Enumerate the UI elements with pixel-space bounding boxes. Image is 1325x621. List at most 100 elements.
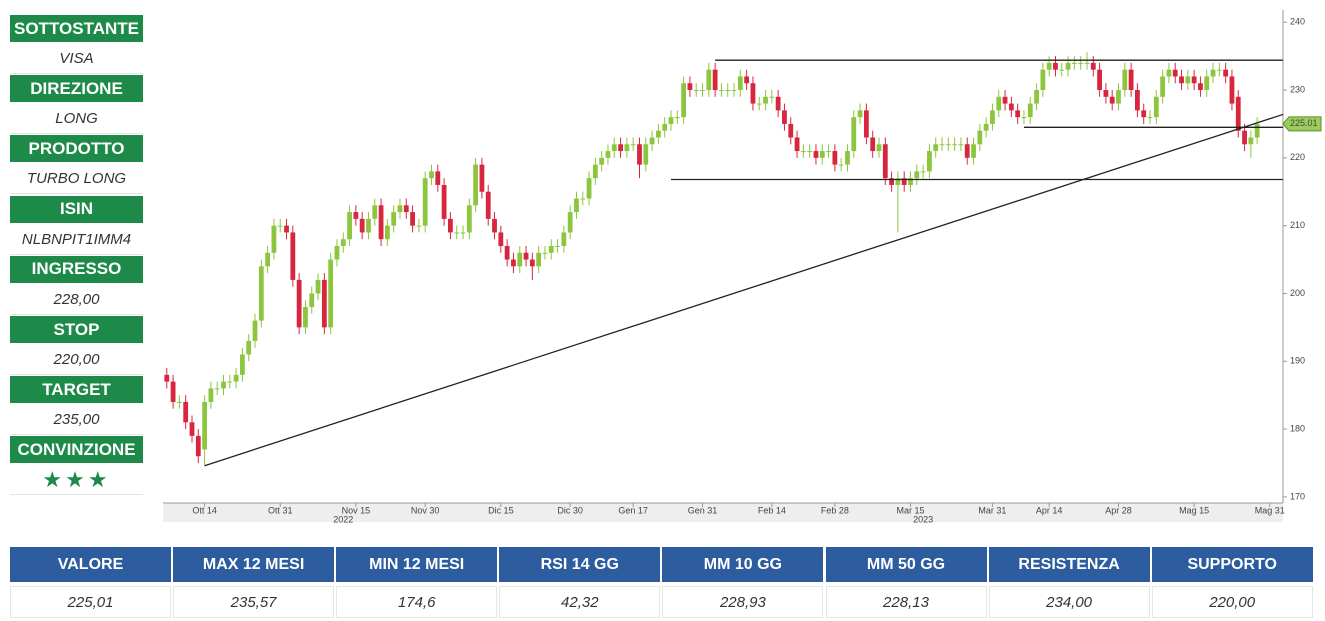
x-tick-label: Gen 31	[688, 505, 718, 515]
x-tick-label: Mag 31	[1255, 505, 1285, 515]
table-header: MIN 12 MESI	[336, 547, 498, 582]
candle-body	[901, 178, 907, 185]
table-value: 228,13	[825, 586, 987, 618]
sidebar-label: ISIN	[10, 195, 143, 223]
candle-body	[221, 381, 226, 389]
candle-body	[258, 266, 264, 321]
candle-body	[359, 218, 365, 233]
table-value: 220,00	[1151, 586, 1313, 618]
candle-body	[309, 293, 315, 308]
candle-body	[737, 76, 743, 91]
candle-body	[1128, 69, 1134, 91]
candle-body	[826, 151, 831, 153]
candle-body	[1135, 90, 1140, 111]
candle-body	[290, 232, 296, 280]
sidebar-value: VISA	[10, 44, 143, 74]
candle-body	[523, 252, 529, 260]
x-tick-label: Nov 15	[342, 505, 371, 515]
candle-body	[265, 252, 271, 267]
candle-body	[1160, 76, 1166, 97]
candle-body	[1027, 103, 1033, 118]
y-tick-label: 230	[1290, 84, 1305, 94]
candle-body	[800, 151, 806, 153]
candle-body	[782, 110, 787, 124]
y-tick-label: 220	[1290, 152, 1305, 162]
candle-body	[1216, 69, 1222, 71]
candle-body	[1097, 69, 1102, 91]
candle-body	[624, 144, 630, 152]
candle-body	[655, 130, 661, 138]
candle-body	[725, 90, 731, 92]
sidebar-value: 235,00	[10, 405, 143, 436]
table-value: 228,93	[662, 586, 824, 618]
candle-body	[233, 374, 239, 382]
x-tick-label: Mar 31	[978, 505, 1006, 515]
x-tick-label: Dic 30	[557, 505, 583, 515]
x-tick-label: Mar 15	[896, 505, 924, 515]
table-header: SUPPORTO	[1151, 547, 1313, 582]
candle-body	[1090, 62, 1096, 70]
x-tick-label: Apr 14	[1036, 505, 1063, 515]
candle-body	[479, 164, 485, 192]
candle-body	[605, 151, 611, 158]
candle-body	[687, 83, 693, 91]
table-header: RSI 14 GG	[499, 547, 661, 582]
candle-body	[927, 151, 932, 172]
candle-body	[1002, 96, 1008, 104]
candle-body	[1141, 110, 1147, 118]
candle-body	[372, 205, 378, 219]
table-value: 42,32	[499, 586, 661, 618]
y-tick-label: 210	[1290, 220, 1305, 230]
candle-body	[662, 123, 668, 131]
candle-body	[611, 144, 617, 152]
y-tick-label: 170	[1290, 491, 1305, 501]
candle-body	[441, 184, 447, 219]
candle-body	[769, 96, 775, 98]
candle-body	[863, 110, 869, 138]
candle-body	[1210, 69, 1216, 77]
candle-body	[460, 232, 466, 234]
candle-body	[397, 205, 403, 213]
candle-body	[630, 144, 636, 146]
candle-body	[933, 144, 939, 152]
candle-body	[517, 252, 523, 267]
candle-body	[1084, 62, 1090, 64]
x-tick-label: Feb 14	[758, 505, 786, 515]
x-tick-label: Ott 14	[192, 505, 217, 515]
candle-body	[227, 381, 233, 383]
candle-body	[485, 191, 491, 219]
candle-body	[807, 151, 813, 153]
table-value: 235,57	[173, 586, 335, 618]
candle-body	[668, 117, 674, 124]
candle-body	[296, 279, 302, 328]
sidebar-value: ★★★	[10, 465, 143, 496]
table-value: 234,00	[988, 586, 1150, 618]
candle-body	[592, 164, 598, 179]
candle-body	[700, 90, 705, 92]
candle-body	[971, 144, 976, 158]
candle-body	[819, 151, 825, 158]
candle-body	[750, 83, 756, 104]
candle-body	[1040, 69, 1046, 91]
candle-body	[1166, 69, 1172, 77]
candle-body	[1008, 103, 1014, 111]
x-tick-label: Nov 30	[411, 505, 440, 515]
sidebar-value: NLBNPIT1IMM4	[10, 225, 143, 255]
x-axis-band	[163, 503, 1283, 522]
candle-body	[454, 232, 460, 234]
candle-body	[208, 388, 214, 402]
candle-body	[1078, 62, 1084, 64]
candle-body	[1116, 90, 1121, 104]
candle-body	[511, 259, 516, 267]
candle-body	[1254, 123, 1260, 138]
candle-body	[1204, 76, 1210, 91]
y-tick-label: 240	[1290, 17, 1305, 27]
candle-body	[403, 205, 409, 213]
candle-body	[681, 83, 687, 118]
candle-body	[693, 90, 699, 92]
candle-body	[643, 144, 649, 165]
candle-body	[378, 205, 384, 240]
year-label: 2022	[333, 514, 353, 524]
candle-body	[492, 218, 497, 233]
candle-body	[202, 401, 207, 450]
